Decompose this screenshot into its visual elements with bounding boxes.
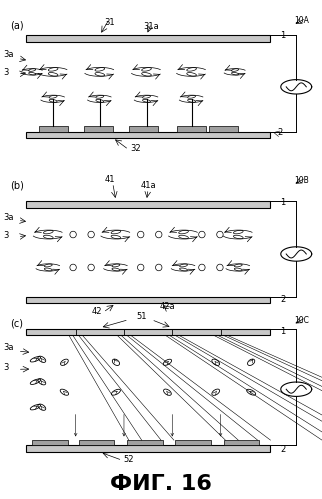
Text: 2: 2 <box>277 128 282 137</box>
Text: 10C: 10C <box>294 316 309 325</box>
Text: 10A: 10A <box>294 16 309 25</box>
Text: 1: 1 <box>280 198 285 207</box>
Text: (b): (b) <box>10 181 24 191</box>
Text: 41a: 41a <box>140 181 156 190</box>
Bar <box>26 132 270 138</box>
Text: 51: 51 <box>137 312 147 321</box>
Bar <box>177 126 206 132</box>
Bar <box>26 296 270 303</box>
Bar <box>129 126 158 132</box>
Text: 42a: 42a <box>160 302 175 311</box>
Bar <box>26 329 270 335</box>
Bar <box>26 201 270 208</box>
Bar <box>224 440 259 445</box>
Text: (c): (c) <box>10 319 23 329</box>
Text: 52: 52 <box>124 455 134 464</box>
Text: 2: 2 <box>280 295 285 304</box>
Bar <box>209 126 238 132</box>
Text: ФИГ. 16: ФИГ. 16 <box>110 474 212 494</box>
Text: 31: 31 <box>104 18 115 27</box>
Text: 1: 1 <box>280 327 285 336</box>
Text: 2: 2 <box>280 445 285 454</box>
Bar <box>79 440 114 445</box>
Text: 10B: 10B <box>294 176 309 185</box>
Bar <box>32 440 68 445</box>
Bar <box>175 440 211 445</box>
Text: 3: 3 <box>3 231 9 240</box>
Text: 3a: 3a <box>3 213 14 222</box>
Bar <box>39 126 68 132</box>
Text: 1: 1 <box>280 31 285 40</box>
Text: 41: 41 <box>104 175 115 184</box>
Bar <box>84 126 113 132</box>
Text: 3a: 3a <box>3 343 14 352</box>
Text: (a): (a) <box>10 21 23 31</box>
Text: 32: 32 <box>130 144 140 153</box>
Text: 3a: 3a <box>3 50 14 59</box>
Bar <box>127 440 163 445</box>
Bar <box>26 35 270 42</box>
Text: 3: 3 <box>3 68 9 77</box>
Text: 31a: 31a <box>144 22 159 31</box>
Text: 42: 42 <box>91 307 102 316</box>
Bar <box>26 445 270 452</box>
Text: 3: 3 <box>3 363 9 372</box>
